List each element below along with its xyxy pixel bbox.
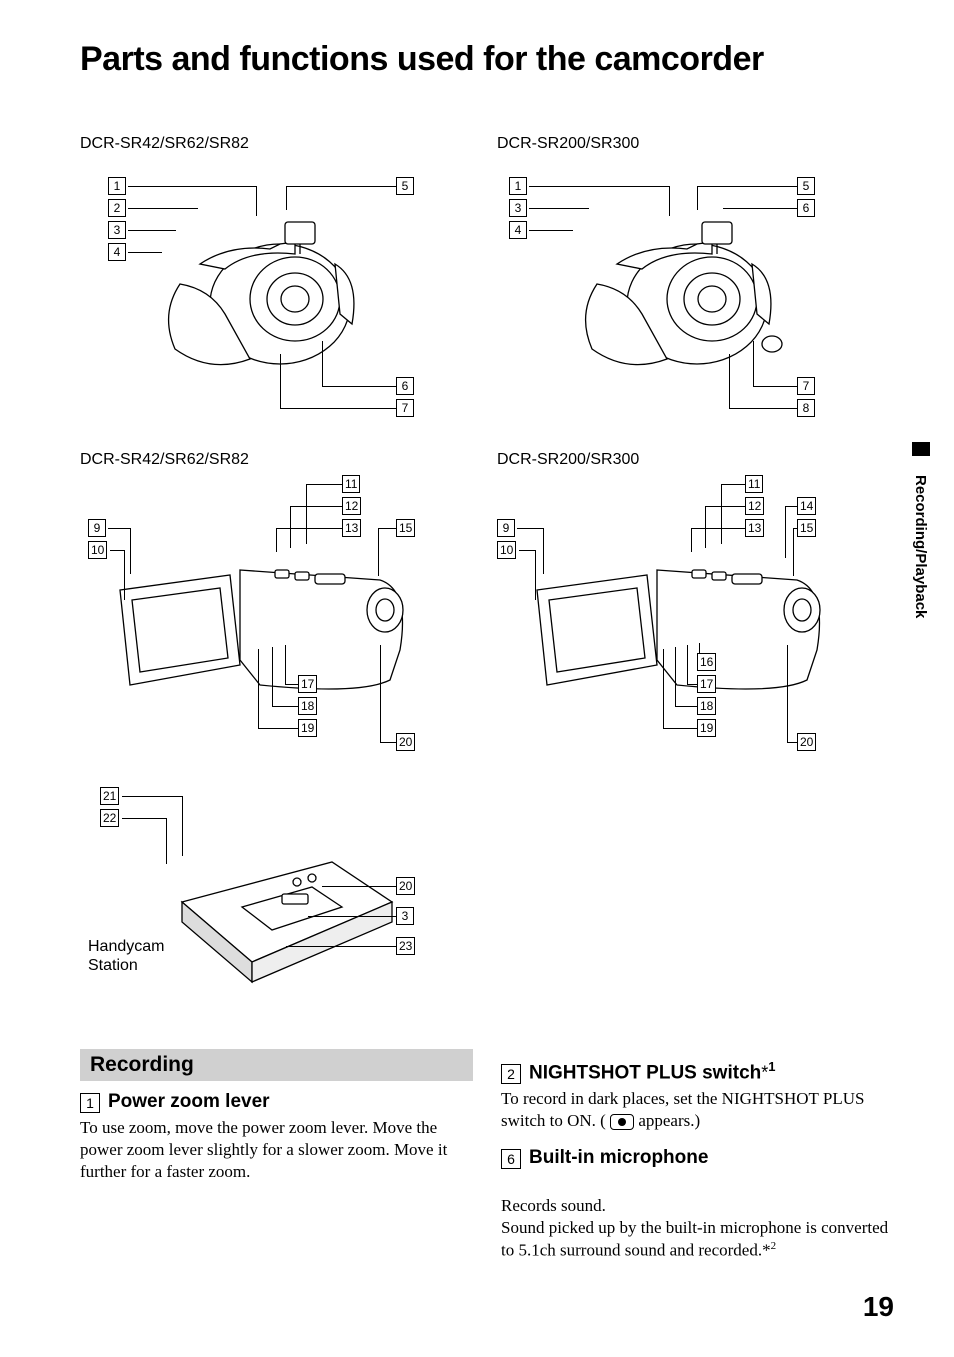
callout-num: 17 [298,675,317,693]
diagram-box-station: 21 22 20 3 23 Handycam Station [80,777,440,1027]
callout-num: 12 [342,497,361,515]
model-label-left-2: DCR-SR42/SR62/SR82 [80,451,477,469]
page-title: Parts and functions used for the camcord… [80,40,894,79]
diagram-box-top-left: 1 2 3 4 5 6 7 [80,159,440,429]
callout-num: 11 [342,475,360,493]
callout-num: 13 [342,519,361,537]
station-spacer [497,777,894,1027]
model-label-left: DCR-SR42/SR62/SR82 [80,135,477,153]
callout-num: 5 [797,177,815,195]
callout-num: 13 [745,519,764,537]
item-title-text: NIGHTSHOT PLUS switch [529,1062,761,1083]
item-body: Records sound. Sound picked up by the bu… [501,1173,894,1262]
callout-num: 15 [396,519,415,537]
callout-num: 20 [797,733,816,751]
side-tab: Recording/Playback [912,442,930,664]
mid-diagram-row: DCR-SR42/SR62/SR82 [80,451,894,755]
item-heading-1: 1 Power zoom lever [80,1091,473,1113]
camcorder-front-svg [140,194,380,394]
callout-num: 15 [797,519,816,537]
callout-num: 4 [108,243,126,261]
side-tab-marker [912,442,930,456]
text-columns: Recording 1 Power zoom lever To use zoom… [80,1049,894,1262]
callout-num: 3 [108,221,126,239]
callout-num: 2 [108,199,126,217]
diagram-top-left: DCR-SR42/SR62/SR82 1 2 [80,135,477,429]
callout-num: 10 [497,541,516,559]
callout-num: 12 [745,497,764,515]
camcorder-front-svg [557,194,797,394]
callout-num: 4 [509,221,527,239]
item-num: 2 [501,1064,521,1084]
diagram-box-top-right: 1 3 4 5 6 7 8 [497,159,857,429]
callout-num: 3 [396,907,414,925]
callout-num: 23 [396,937,415,955]
handycam-station-label: Handycam Station [88,937,164,975]
text-col-left: Recording 1 Power zoom lever To use zoom… [80,1049,473,1262]
camcorder-open-svg [517,510,837,720]
model-label-right-2: DCR-SR200/SR300 [497,451,894,469]
diagram-station: 21 22 20 3 23 Handycam Station [80,777,477,1027]
item-body: To use zoom, move the power zoom lever. … [80,1117,473,1183]
callout-num: 6 [797,199,815,217]
callout-num: 20 [396,877,415,895]
callout-num: 18 [697,697,716,715]
item-title: NIGHTSHOT PLUS switch*1 [529,1059,776,1084]
item-body: To record in dark places, set the NIGHTS… [501,1088,894,1132]
diagram-mid-right: DCR-SR200/SR300 11 12 [497,451,894,755]
section-recording: Recording [80,1049,473,1081]
side-tab-label: Recording/Playback [912,462,929,632]
callout-num: 21 [100,787,119,805]
superscript: 2 [771,1240,777,1252]
callout-num: 6 [396,377,414,395]
item-title: Built-in microphone [529,1147,708,1169]
callout-num: 22 [100,809,119,827]
camcorder-open-svg [100,510,420,720]
diagram-box-mid-left: 11 12 13 15 9 10 17 18 [80,475,440,755]
callout-num: 5 [396,177,414,195]
callout-num: 16 [697,653,716,671]
station-row: 21 22 20 3 23 Handycam Station [80,777,894,1027]
diagram-mid-left: DCR-SR42/SR62/SR82 [80,451,477,755]
callout-num: 19 [697,719,716,737]
item-heading-6: 6 Built-in microphone [501,1147,894,1169]
text-col-right: 2 NIGHTSHOT PLUS switch*1 To record in d… [501,1049,894,1262]
callout-num: 8 [797,399,815,417]
body-text-main: Records sound. Sound picked up by the bu… [501,1196,888,1260]
callout-num: 18 [298,697,317,715]
item-num: 1 [80,1093,100,1113]
diagram-top-right: DCR-SR200/SR300 1 3 [497,135,894,429]
callout-num: 14 [797,497,816,515]
callout-num: 7 [396,399,414,417]
handycam-station-svg [152,812,412,992]
callout-num: 7 [797,377,815,395]
model-label-right: DCR-SR200/SR300 [497,135,894,153]
callout-num: 20 [396,733,415,751]
eye-icon [610,1114,634,1130]
callout-num: 11 [745,475,763,493]
callout-num: 17 [697,675,716,693]
callout-num: 9 [497,519,515,537]
item-heading-2: 2 NIGHTSHOT PLUS switch*1 [501,1059,894,1084]
top-diagram-row: DCR-SR42/SR62/SR82 1 2 [80,135,894,429]
body-post: appears.) [634,1111,700,1130]
item-title: Power zoom lever [108,1091,270,1113]
callout-num: 1 [509,177,527,195]
callout-num: 9 [88,519,106,537]
callout-num: 19 [298,719,317,737]
callout-num: 10 [88,541,107,559]
page-number: 19 [863,1291,894,1323]
superscript: 1 [768,1059,775,1074]
callout-num: 1 [108,177,126,195]
item-num: 6 [501,1149,521,1169]
callout-num: 3 [509,199,527,217]
diagram-box-mid-right: 11 12 13 14 15 9 10 16 [497,475,857,755]
